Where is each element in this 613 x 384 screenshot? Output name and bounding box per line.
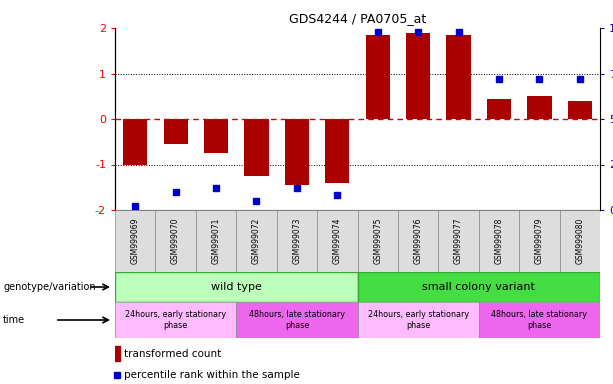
Bar: [568, 101, 592, 119]
Text: 48hours, late stationary
phase: 48hours, late stationary phase: [249, 310, 345, 330]
Bar: [479, 302, 600, 338]
Bar: [236, 302, 357, 338]
Bar: [317, 210, 357, 272]
Bar: [196, 210, 236, 272]
Text: small colony variant: small colony variant: [422, 282, 535, 292]
Bar: [325, 119, 349, 183]
Text: GSM999071: GSM999071: [211, 218, 221, 264]
Bar: [357, 210, 398, 272]
Bar: [527, 96, 552, 119]
Bar: [123, 119, 147, 164]
Text: GSM999073: GSM999073: [292, 218, 302, 264]
Text: GSM999075: GSM999075: [373, 218, 383, 264]
Bar: [487, 99, 511, 119]
Text: GSM999070: GSM999070: [171, 218, 180, 264]
Bar: [357, 272, 600, 302]
Bar: [115, 346, 120, 361]
Bar: [365, 35, 390, 119]
Bar: [479, 210, 519, 272]
Text: GSM999080: GSM999080: [575, 218, 584, 264]
Bar: [285, 119, 309, 185]
Bar: [446, 35, 471, 119]
Text: GSM999079: GSM999079: [535, 218, 544, 264]
Bar: [115, 302, 236, 338]
Text: GSM999072: GSM999072: [252, 218, 261, 264]
Bar: [115, 272, 357, 302]
Text: GSM999074: GSM999074: [333, 218, 342, 264]
Text: transformed count: transformed count: [124, 349, 222, 359]
Bar: [236, 210, 276, 272]
Text: 24hours, early stationary
phase: 24hours, early stationary phase: [125, 310, 226, 330]
Bar: [245, 119, 268, 176]
Text: GSM999077: GSM999077: [454, 218, 463, 264]
Text: genotype/variation: genotype/variation: [3, 282, 96, 292]
Title: GDS4244 / PA0705_at: GDS4244 / PA0705_at: [289, 12, 426, 25]
Bar: [164, 119, 188, 144]
Bar: [204, 119, 228, 153]
Text: 48hours, late stationary
phase: 48hours, late stationary phase: [492, 310, 587, 330]
Bar: [519, 210, 560, 272]
Bar: [406, 33, 430, 119]
Bar: [560, 210, 600, 272]
Text: 24hours, early stationary
phase: 24hours, early stationary phase: [368, 310, 469, 330]
Bar: [357, 302, 479, 338]
Text: GSM999076: GSM999076: [414, 218, 422, 264]
Text: percentile rank within the sample: percentile rank within the sample: [124, 370, 300, 380]
Bar: [438, 210, 479, 272]
Bar: [156, 210, 196, 272]
Bar: [115, 210, 156, 272]
Bar: [398, 210, 438, 272]
Text: GSM999069: GSM999069: [131, 218, 140, 264]
Text: wild type: wild type: [211, 282, 262, 292]
Text: time: time: [3, 315, 25, 325]
Bar: [276, 210, 317, 272]
Text: GSM999078: GSM999078: [495, 218, 503, 264]
